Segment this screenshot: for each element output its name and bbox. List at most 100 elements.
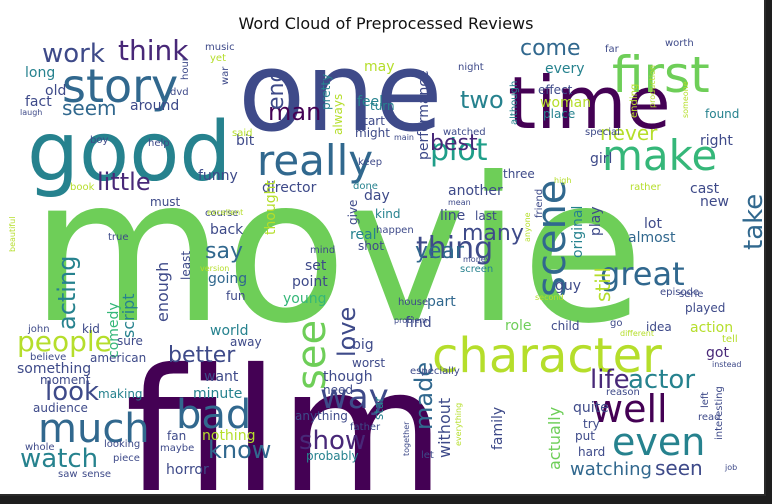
- word-want: want: [204, 369, 239, 385]
- word-fun: fun: [226, 289, 245, 303]
- word-big: big: [352, 337, 374, 353]
- word-found: found: [705, 107, 739, 121]
- word-anything: anything: [295, 409, 348, 423]
- word-screen: screen: [460, 264, 493, 275]
- word-version: version: [200, 264, 229, 273]
- word-keep: keep: [358, 157, 382, 168]
- word-almost: almost: [628, 230, 676, 246]
- word-beautiful: beautiful: [8, 217, 17, 252]
- word-think: think: [118, 34, 189, 67]
- word-john: john: [27, 324, 50, 335]
- word-good: good: [27, 105, 231, 200]
- word-go: go: [610, 318, 622, 329]
- word-minute: minute: [193, 386, 242, 402]
- word-something: something: [17, 361, 91, 377]
- word-course: course: [205, 208, 238, 219]
- word-show: show: [299, 426, 366, 456]
- word-episode: episode: [660, 287, 699, 298]
- word-dvd: dvd: [170, 87, 189, 98]
- word-day: day: [364, 188, 390, 204]
- word-well: well: [592, 387, 668, 431]
- word-looking: looking: [104, 439, 140, 450]
- word-everything: everything: [454, 403, 463, 446]
- word-watch: watch: [20, 444, 98, 474]
- word-funny: funny: [198, 168, 238, 184]
- word-audience: audience: [33, 401, 88, 415]
- word-left: left: [700, 392, 711, 408]
- word-come: come: [520, 36, 581, 61]
- word-star: star: [372, 397, 386, 420]
- word-family: family: [490, 407, 506, 450]
- word-someone: someone: [681, 81, 690, 118]
- word-original: original: [570, 206, 586, 258]
- word-every: every: [545, 61, 585, 77]
- word-money: money: [463, 255, 491, 264]
- word-horror: horror: [166, 462, 209, 478]
- word-great: great: [600, 255, 685, 293]
- word-hour: hour: [180, 56, 191, 80]
- word-laugh: laugh: [20, 108, 42, 117]
- word-take: take: [739, 194, 769, 250]
- word-made: made: [410, 362, 438, 430]
- word-real: real: [350, 227, 377, 243]
- word-performance: performance: [416, 70, 432, 160]
- word-feel: feel: [357, 94, 383, 110]
- word-try: try: [583, 417, 600, 431]
- word-put: put: [575, 429, 595, 443]
- word-ending: ending: [629, 84, 640, 118]
- word-director: director: [262, 180, 317, 196]
- word-father: father: [350, 422, 381, 433]
- word-kind: kind: [375, 207, 401, 221]
- word-actually: actually: [545, 407, 564, 470]
- word-mind: mind: [310, 245, 335, 256]
- word-maybe: maybe: [160, 443, 194, 454]
- word-believe: believe: [30, 352, 66, 363]
- word-seen: seen: [655, 456, 703, 480]
- word-book: book: [70, 182, 95, 193]
- word-read: read: [698, 412, 721, 423]
- word-love: love: [333, 307, 361, 357]
- word-far: far: [605, 44, 620, 55]
- word-say: say: [205, 239, 243, 264]
- word-interesting: interesting: [714, 386, 725, 440]
- word-really: really: [257, 136, 373, 185]
- word-piece: piece: [113, 453, 140, 464]
- word-young: young: [283, 291, 326, 307]
- word-right: right: [700, 133, 733, 149]
- chart-title: Word Cloud of Preprocessed Reviews: [238, 14, 534, 33]
- word-acting: acting: [53, 256, 81, 330]
- word-character: character: [432, 328, 662, 384]
- word-new: new: [700, 194, 729, 210]
- word-line: line: [440, 208, 465, 224]
- word-turn: turn: [370, 99, 395, 113]
- word-much: much: [38, 406, 150, 452]
- word-must: must: [150, 195, 181, 209]
- word-saw: saw: [58, 469, 78, 480]
- word-play: play: [588, 206, 604, 236]
- word-little: little: [97, 168, 151, 196]
- word-best: best: [430, 131, 478, 156]
- word-watching: watching: [570, 459, 652, 480]
- word-played: played: [685, 301, 725, 315]
- word-quite: quite: [573, 400, 609, 416]
- word-rather: rather: [630, 182, 662, 193]
- word-world: world: [210, 323, 249, 339]
- word-war: war: [220, 66, 231, 85]
- word-need: need: [323, 383, 353, 397]
- word-watched: watched: [443, 127, 486, 138]
- word-mean: mean: [448, 198, 471, 207]
- word-movie: movie: [30, 135, 644, 368]
- word-give: give: [346, 200, 360, 225]
- word-still: still: [591, 267, 615, 302]
- word-set: set: [305, 258, 327, 274]
- word-make: make: [602, 131, 717, 180]
- word-especially: especially: [410, 366, 460, 377]
- word-whole: whole: [25, 442, 55, 453]
- word-find: find: [405, 315, 432, 331]
- word-serie: serie: [679, 289, 703, 300]
- word-main: main: [394, 133, 414, 142]
- word-actor: actor: [628, 365, 695, 395]
- word-point: point: [292, 274, 328, 290]
- word-anyone: anyone: [523, 212, 532, 242]
